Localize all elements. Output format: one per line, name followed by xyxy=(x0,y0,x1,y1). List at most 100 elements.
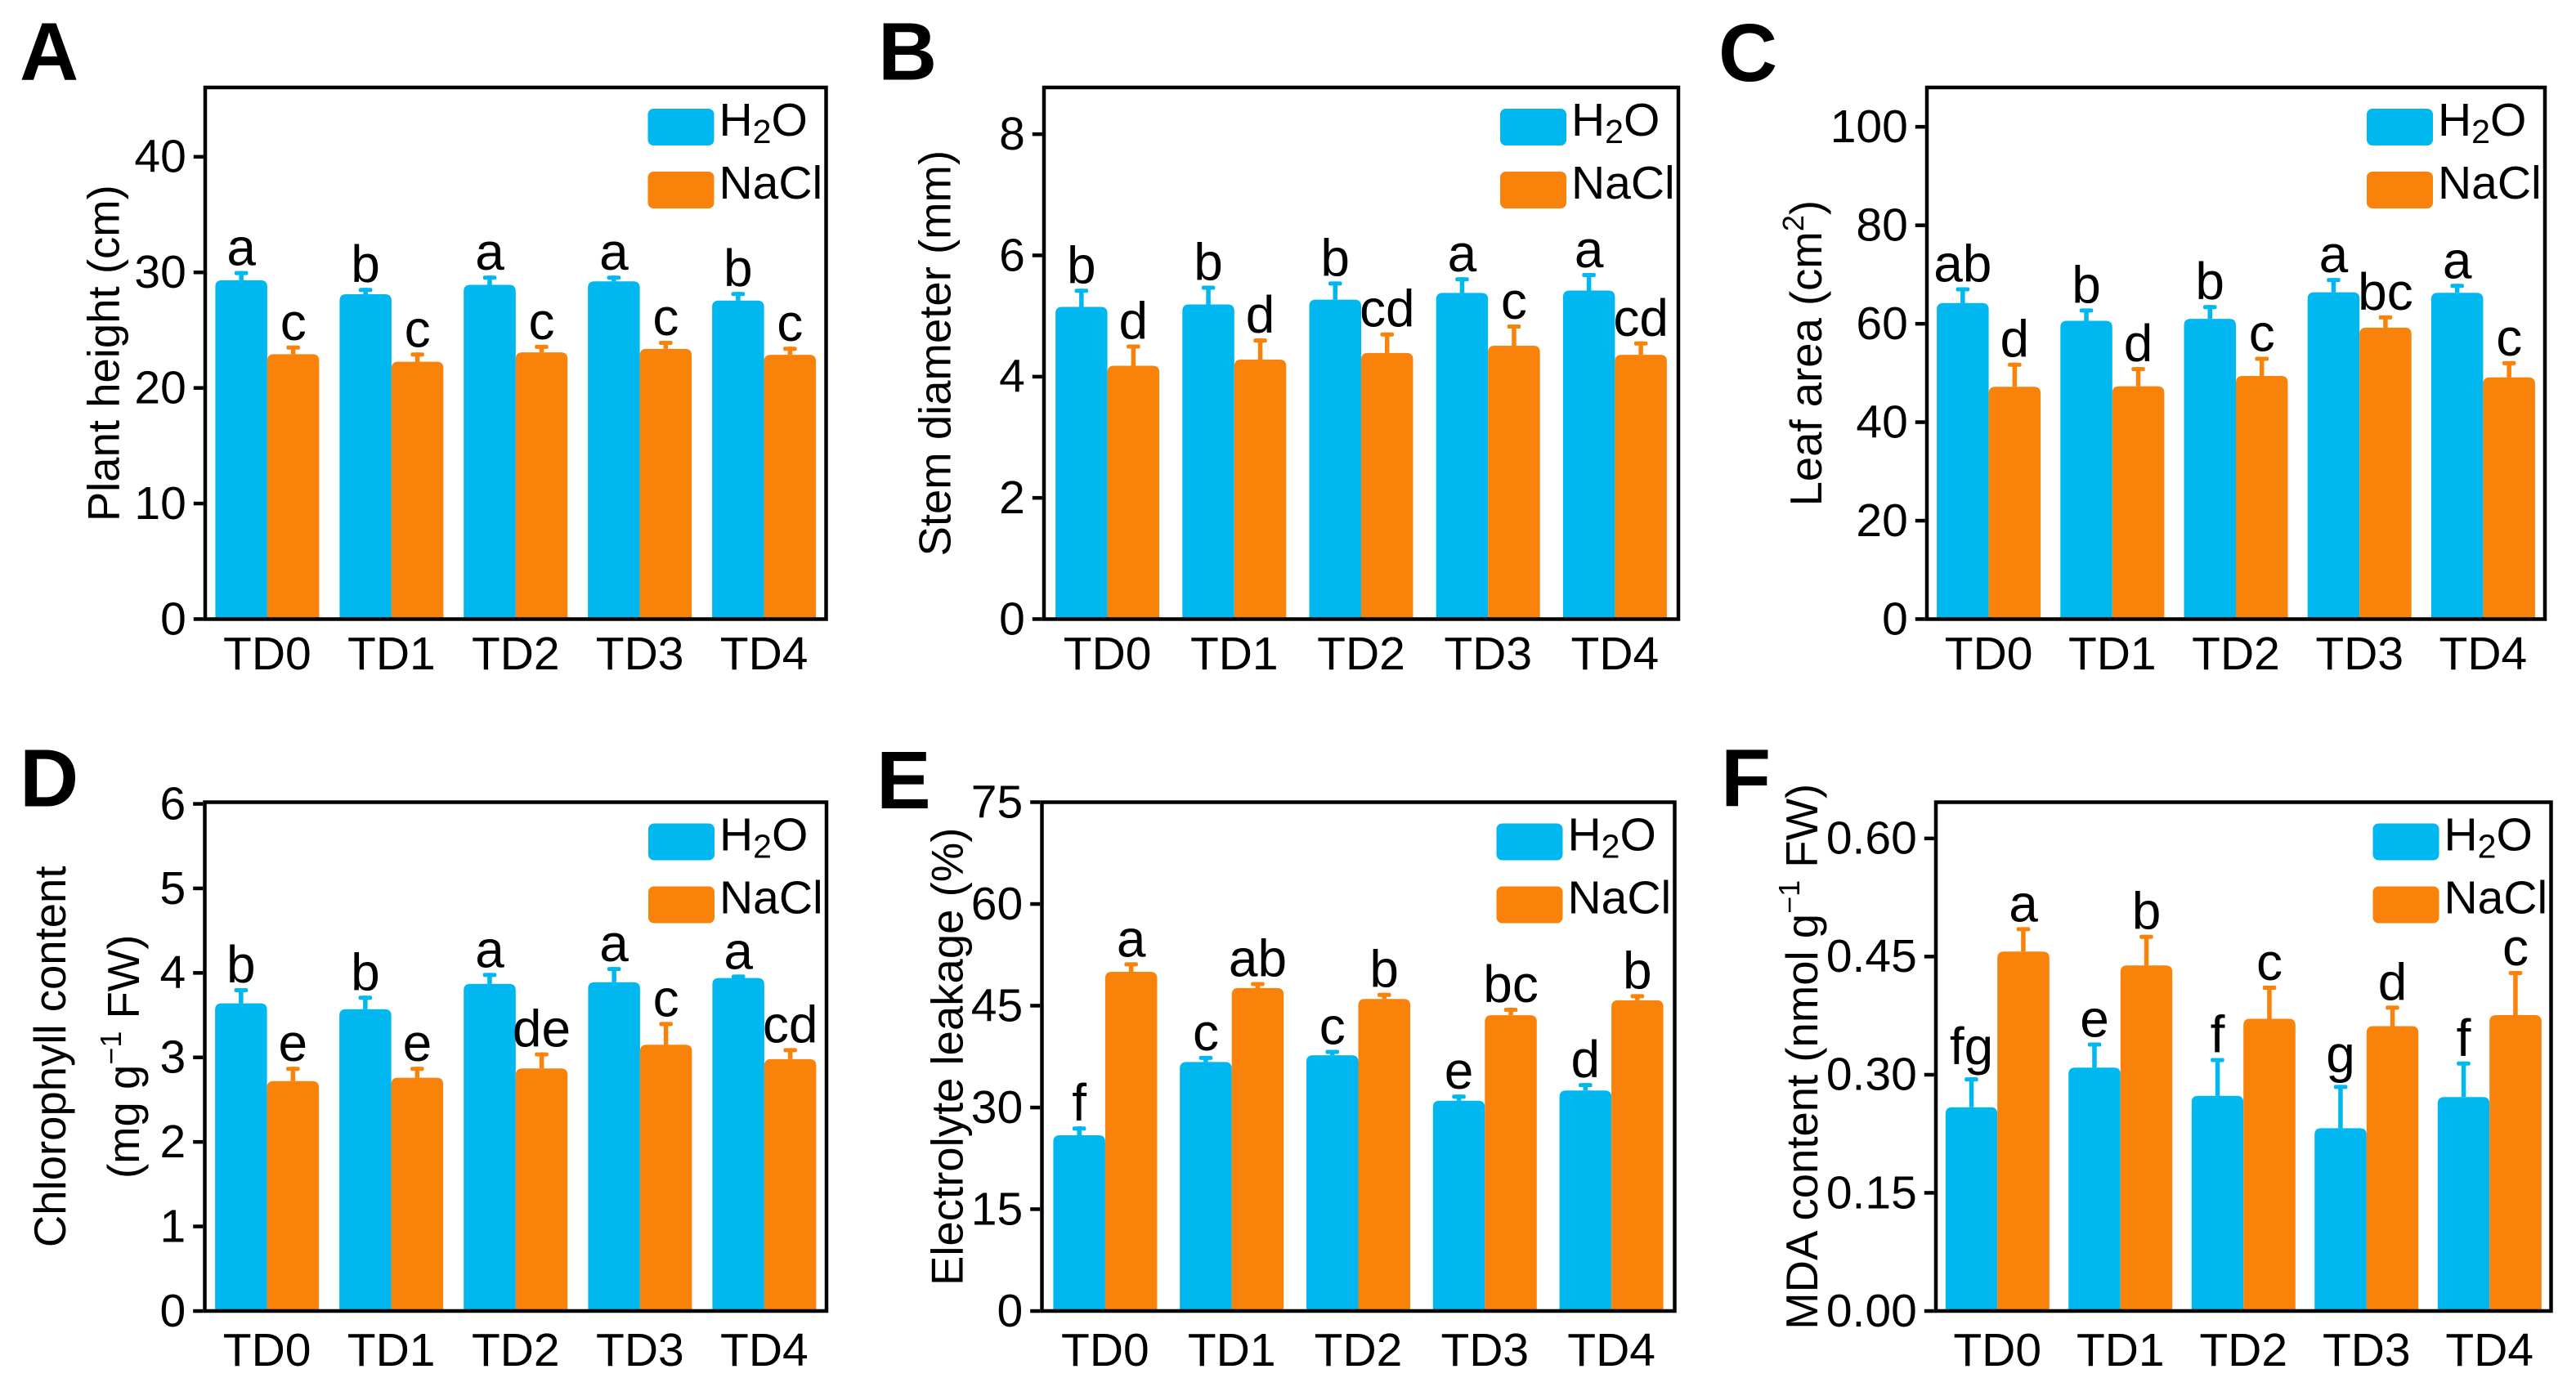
svg-text:TD0: TD0 xyxy=(1064,628,1152,680)
svg-text:TD0: TD0 xyxy=(1945,628,2033,680)
svg-text:TD4: TD4 xyxy=(720,1324,809,1376)
svg-text:TD0: TD0 xyxy=(223,628,311,680)
svg-text:Leaf area (cm2): Leaf area (cm2) xyxy=(1776,200,1831,506)
svg-text:0.00: 0.00 xyxy=(1826,1285,1917,1337)
svg-text:1: 1 xyxy=(159,1200,186,1252)
svg-text:a: a xyxy=(1117,909,1146,968)
svg-text:d: d xyxy=(1246,285,1275,344)
svg-text:20: 20 xyxy=(1856,494,1907,547)
svg-text:g: g xyxy=(2326,1024,2355,1083)
svg-text:b: b xyxy=(351,235,380,293)
svg-text:TD2: TD2 xyxy=(472,1324,560,1376)
svg-text:F: F xyxy=(1721,733,1771,825)
svg-text:b: b xyxy=(2132,882,2162,941)
svg-text:d: d xyxy=(2000,310,2030,369)
svg-text:0: 0 xyxy=(1882,593,1908,645)
svg-text:TD3: TD3 xyxy=(2315,628,2404,680)
svg-text:10: 10 xyxy=(134,477,186,530)
svg-text:40: 40 xyxy=(1856,396,1907,448)
svg-text:c: c xyxy=(2496,308,2522,367)
svg-text:40: 40 xyxy=(134,131,186,183)
svg-text:d: d xyxy=(1571,1030,1601,1089)
svg-text:15: 15 xyxy=(971,1183,1023,1235)
svg-text:NaCl: NaCl xyxy=(719,157,823,209)
svg-text:c: c xyxy=(1319,997,1346,1056)
svg-text:c: c xyxy=(2256,933,2283,991)
svg-text:e: e xyxy=(1445,1041,1474,1100)
svg-text:TD1: TD1 xyxy=(1190,628,1279,680)
svg-text:d: d xyxy=(1119,292,1149,351)
svg-text:0: 0 xyxy=(160,593,186,645)
svg-text:a: a xyxy=(724,921,753,980)
svg-text:b: b xyxy=(1623,941,1652,1000)
svg-text:Plant height (cm): Plant height (cm) xyxy=(79,185,129,521)
svg-text:45: 45 xyxy=(971,979,1023,1031)
svg-text:TD0: TD0 xyxy=(223,1324,311,1376)
svg-text:bc: bc xyxy=(2358,262,2413,321)
svg-text:e: e xyxy=(403,1013,432,1072)
svg-text:a: a xyxy=(1448,224,1477,283)
svg-text:TD1: TD1 xyxy=(347,1324,436,1376)
svg-text:4: 4 xyxy=(999,351,1025,403)
svg-text:b: b xyxy=(1369,940,1399,999)
svg-text:TD3: TD3 xyxy=(596,1324,684,1376)
svg-text:f: f xyxy=(2457,1009,2471,1067)
svg-text:TD1: TD1 xyxy=(1188,1324,1276,1376)
svg-text:TD3: TD3 xyxy=(2323,1324,2411,1376)
svg-text:a: a xyxy=(475,919,504,978)
svg-text:a: a xyxy=(2009,874,2038,933)
svg-text:b: b xyxy=(1320,228,1350,287)
svg-text:75: 75 xyxy=(971,776,1023,828)
svg-text:B: B xyxy=(878,7,937,98)
svg-text:c: c xyxy=(529,292,555,351)
svg-text:c: c xyxy=(777,293,803,352)
svg-text:TD2: TD2 xyxy=(472,628,560,680)
svg-text:TD3: TD3 xyxy=(596,628,684,680)
svg-text:fg: fg xyxy=(1950,1017,1993,1076)
svg-text:0.45: 0.45 xyxy=(1826,930,1917,982)
svg-text:NaCl: NaCl xyxy=(1568,872,1672,924)
svg-text:TD1: TD1 xyxy=(347,628,436,680)
svg-text:TD3: TD3 xyxy=(1444,628,1532,680)
svg-text:4: 4 xyxy=(159,946,186,999)
svg-text:TD4: TD4 xyxy=(2445,1324,2533,1376)
svg-text:5: 5 xyxy=(159,862,186,915)
svg-text:6: 6 xyxy=(159,777,186,830)
svg-text:f: f xyxy=(2211,1005,2225,1064)
svg-text:TD0: TD0 xyxy=(1061,1324,1149,1376)
svg-text:3: 3 xyxy=(159,1031,186,1084)
svg-text:80: 80 xyxy=(1856,199,1907,251)
svg-text:c: c xyxy=(2502,918,2529,977)
svg-text:MDA content (nmol g−1 FW): MDA content (nmol g−1 FW) xyxy=(1772,784,1827,1330)
svg-text:E: E xyxy=(876,735,931,826)
svg-text:TD4: TD4 xyxy=(1567,1324,1655,1376)
svg-text:Stem diameter (mm): Stem diameter (mm) xyxy=(911,150,961,557)
svg-text:b: b xyxy=(1067,235,1096,294)
svg-text:c: c xyxy=(2249,304,2275,363)
svg-text:a: a xyxy=(2319,225,2349,284)
svg-text:0: 0 xyxy=(159,1285,186,1337)
svg-text:8: 8 xyxy=(999,108,1025,160)
svg-text:e: e xyxy=(279,1013,308,1072)
svg-text:TD0: TD0 xyxy=(1953,1324,2041,1376)
svg-text:60: 60 xyxy=(971,878,1023,930)
svg-text:NaCl: NaCl xyxy=(719,872,823,924)
svg-text:30: 30 xyxy=(134,246,186,298)
svg-text:c: c xyxy=(652,288,679,347)
svg-text:2: 2 xyxy=(159,1116,186,1168)
svg-text:2: 2 xyxy=(999,472,1025,524)
svg-text:TD2: TD2 xyxy=(1315,1324,1403,1376)
svg-text:cd: cd xyxy=(1613,289,1669,347)
svg-text:TD4: TD4 xyxy=(720,628,809,680)
svg-text:TD3: TD3 xyxy=(1440,1324,1529,1376)
svg-text:c: c xyxy=(653,969,679,1027)
svg-text:c: c xyxy=(280,293,307,351)
svg-text:b: b xyxy=(226,935,256,994)
svg-text:C: C xyxy=(1718,7,1777,99)
svg-text:a: a xyxy=(599,222,629,281)
svg-text:TD1: TD1 xyxy=(2076,1324,2165,1376)
svg-text:Chlorophyll content: Chlorophyll content xyxy=(25,866,75,1248)
svg-text:d: d xyxy=(2124,314,2153,373)
svg-text:c: c xyxy=(405,299,431,358)
svg-text:6: 6 xyxy=(999,229,1025,281)
